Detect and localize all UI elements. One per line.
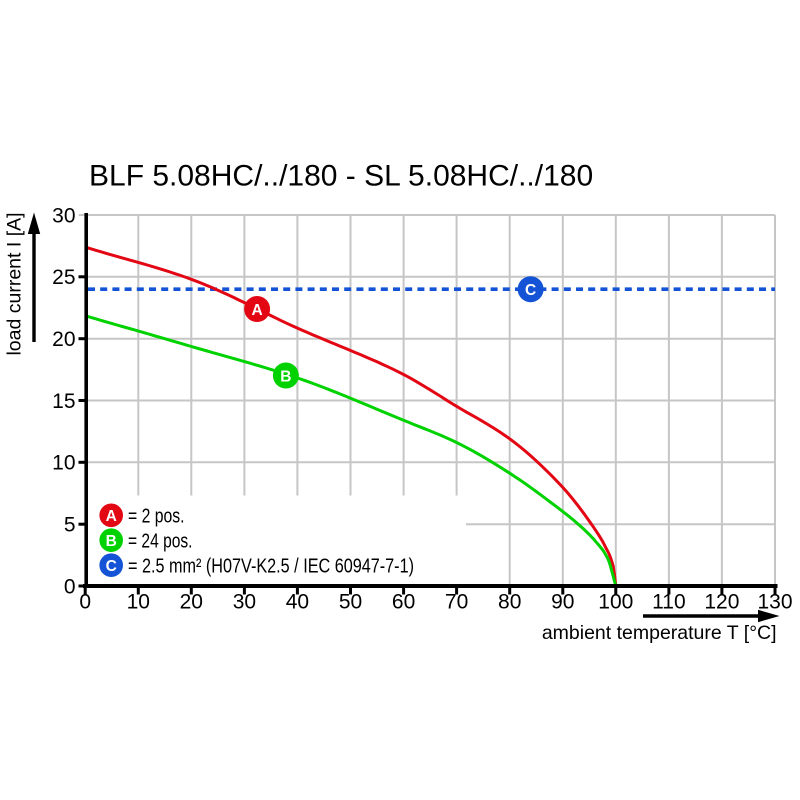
svg-text:100: 100 <box>598 590 633 613</box>
svg-text:30: 30 <box>233 590 256 613</box>
svg-text:50: 50 <box>339 590 362 613</box>
svg-text:0: 0 <box>64 575 76 598</box>
svg-text:B: B <box>280 368 291 385</box>
svg-text:B: B <box>106 533 117 550</box>
svg-text:10: 10 <box>52 452 75 475</box>
svg-text:20: 20 <box>180 590 203 613</box>
svg-text:load current I [A]: load current I [A] <box>4 212 26 355</box>
svg-text:0: 0 <box>79 590 91 613</box>
svg-text:ambient temperature T [°C]: ambient temperature T [°C] <box>542 622 777 644</box>
svg-text:15: 15 <box>52 390 75 413</box>
svg-text:A: A <box>106 508 117 525</box>
svg-text:= 2 pos.: = 2 pos. <box>128 506 185 528</box>
svg-text:= 2.5 mm² (H07V-K2.5 / IEC 609: = 2.5 mm² (H07V-K2.5 / IEC 60947-7-1) <box>128 556 414 578</box>
svg-text:120: 120 <box>704 590 739 613</box>
svg-text:20: 20 <box>52 328 75 351</box>
svg-text:10: 10 <box>127 590 150 613</box>
svg-text:130: 130 <box>757 590 792 613</box>
svg-text:30: 30 <box>52 204 75 227</box>
svg-text:90: 90 <box>551 590 574 613</box>
svg-text:= 24 pos.: = 24 pos. <box>128 531 193 553</box>
svg-text:110: 110 <box>652 590 685 613</box>
svg-text:A: A <box>251 302 262 319</box>
svg-text:5: 5 <box>64 514 76 537</box>
svg-text:80: 80 <box>498 590 521 613</box>
svg-text:C: C <box>525 282 536 299</box>
svg-text:C: C <box>106 558 117 575</box>
svg-text:60: 60 <box>392 590 415 613</box>
svg-text:40: 40 <box>286 590 309 613</box>
svg-text:25: 25 <box>52 266 75 289</box>
svg-text:70: 70 <box>445 590 468 613</box>
svg-text:BLF 5.08HC/../180 - SL 5.08HC/: BLF 5.08HC/../180 - SL 5.08HC/../180 <box>89 160 593 193</box>
